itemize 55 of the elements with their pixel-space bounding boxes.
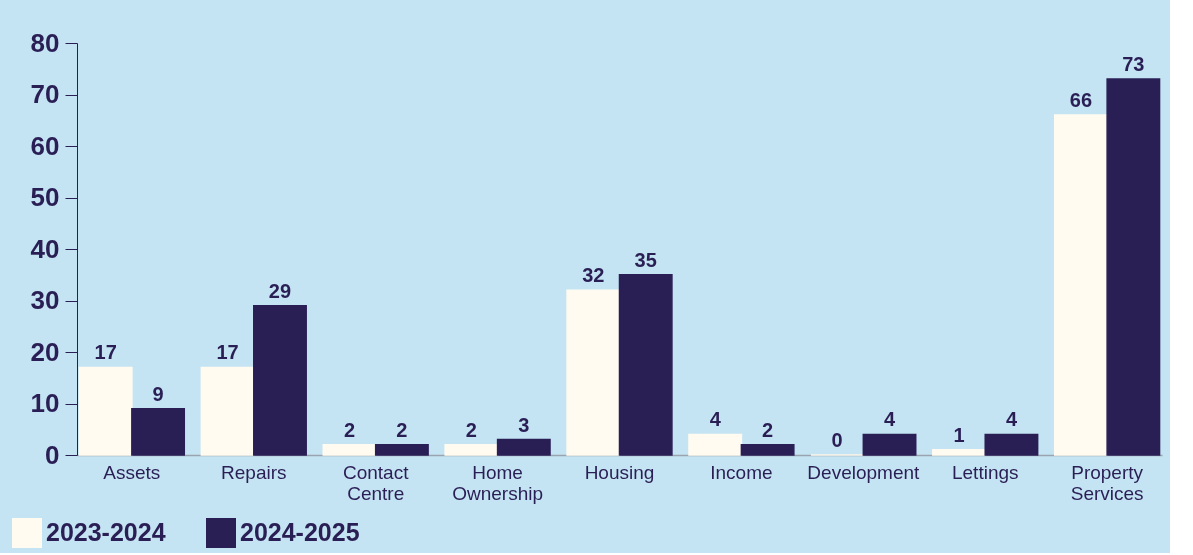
- data-label: 4: [883, 408, 896, 431]
- x-tick-label: Lettings: [951, 461, 1019, 483]
- data-label: 2: [343, 418, 356, 441]
- bar: [566, 289, 621, 456]
- data-label: 66: [1069, 89, 1093, 112]
- bar: [932, 449, 986, 456]
- bar: [78, 366, 133, 456]
- y-tick-label: 80: [30, 27, 60, 58]
- data-label: 0: [831, 429, 843, 451]
- x-tick-label: Contact Centre: [342, 461, 410, 504]
- bar: [1106, 78, 1161, 456]
- x-tick-label: Repairs: [221, 461, 287, 483]
- bar: [618, 274, 673, 456]
- y-tick-label: 30: [30, 285, 60, 315]
- data-label: 4: [709, 408, 722, 431]
- y-tick-label: 50: [30, 182, 60, 212]
- x-tick-label: Home Ownership: [452, 461, 543, 504]
- bar: [374, 443, 429, 456]
- x-tick-label: Assets: [103, 461, 161, 483]
- data-label: 32: [582, 264, 605, 287]
- y-tick-label: 10: [30, 388, 60, 418]
- y-tick-label: 40: [30, 233, 60, 264]
- data-label: 2: [396, 418, 408, 441]
- data-label: 2: [465, 418, 477, 441]
- x-tick-label: Development: [807, 461, 921, 483]
- data-label: 29: [268, 279, 292, 302]
- legend-label: 2024-2025: [240, 518, 360, 546]
- data-label: 2: [762, 418, 774, 441]
- bar: [1053, 114, 1108, 456]
- y-tick-label: 0: [45, 439, 60, 470]
- data-label: 3: [518, 413, 530, 436]
- data-label: 17: [216, 341, 239, 364]
- bar: [984, 433, 1039, 456]
- x-tick-label: Income: [710, 461, 773, 483]
- bar: [444, 443, 499, 456]
- data-label: 73: [1122, 53, 1145, 76]
- bar: [862, 433, 917, 456]
- y-tick-label: 70: [30, 79, 60, 109]
- bar: [740, 443, 795, 456]
- bar: [253, 304, 307, 456]
- bar: [688, 433, 743, 456]
- bar: [200, 366, 255, 456]
- data-label: 1: [953, 423, 965, 446]
- x-tick-label: Housing: [584, 461, 655, 483]
- legend-label: 2023-2024: [46, 518, 166, 546]
- x-tick-label: Property Services: [1070, 461, 1144, 504]
- data-label: 9: [152, 382, 164, 405]
- data-label: 4: [1005, 408, 1018, 431]
- y-tick-label: 60: [30, 130, 60, 161]
- bar: [496, 438, 551, 456]
- data-label: 17: [94, 341, 117, 364]
- data-label: 35: [634, 248, 657, 271]
- bar: [131, 407, 186, 456]
- bar: [322, 443, 377, 456]
- y-tick-label: 20: [30, 336, 60, 367]
